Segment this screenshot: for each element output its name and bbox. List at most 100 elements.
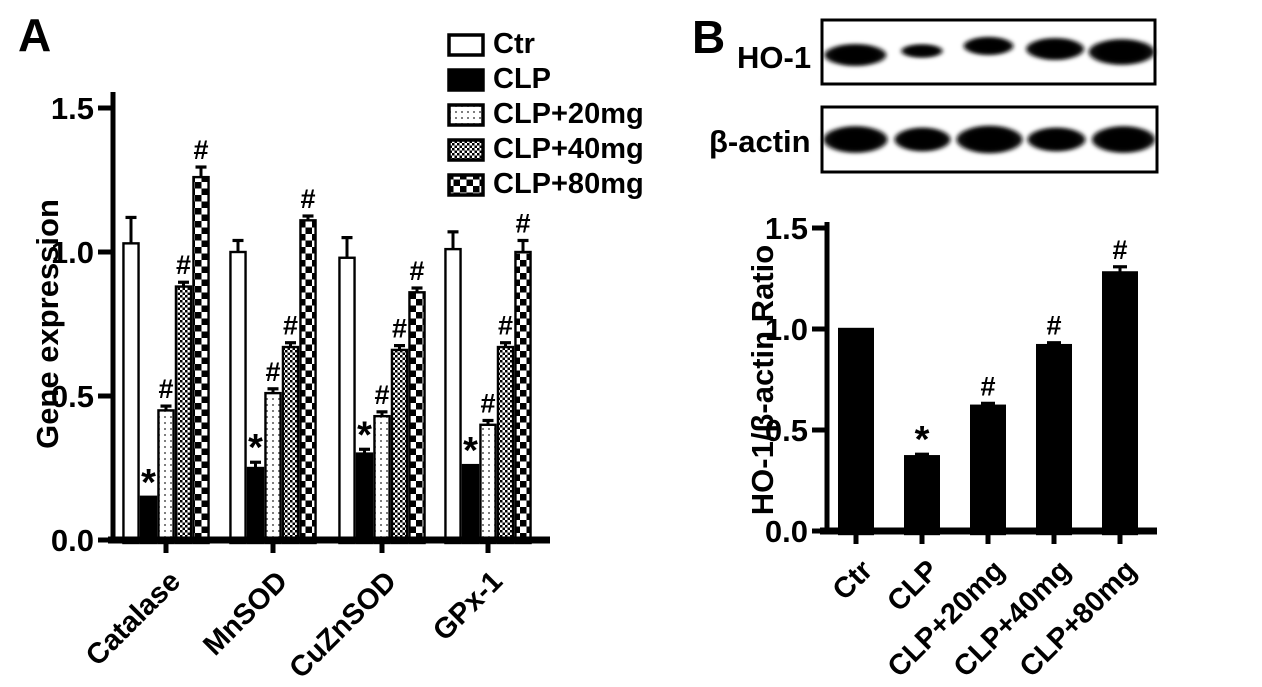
bar-gpx-1-clp <box>461 463 480 545</box>
x-axis-line <box>108 536 550 544</box>
x-tick <box>1117 534 1123 544</box>
x-category-label-cuznsod: CuZnSOD <box>283 565 402 684</box>
y-tick-label: 0.0 <box>765 514 808 549</box>
x-tick <box>919 534 925 544</box>
bar-gpx-1-clp-80mg <box>514 250 532 545</box>
significance-hash: # <box>193 135 208 165</box>
y-tick-label: 1.5 <box>765 211 808 246</box>
significance-hash: # <box>498 311 513 341</box>
significance-star: * <box>915 419 930 461</box>
y-axis-line <box>824 222 830 534</box>
significance-hash: # <box>1046 311 1061 341</box>
blot-band-core <box>1034 129 1079 150</box>
blot-label-beta-actin: β-actin <box>709 124 811 159</box>
gene-expression-y-axis-title: Gene expression <box>30 199 65 449</box>
significance-hash: # <box>283 311 298 341</box>
significance-hash: # <box>265 357 280 387</box>
bar-catalase-ctr <box>122 242 140 545</box>
y-tick <box>812 427 825 433</box>
legend-swatch-dots-icon <box>447 102 485 127</box>
legend-item-clp: CLP <box>447 62 644 97</box>
bar-cuznsod-clp <box>355 452 374 545</box>
legend-swatch-solid-icon <box>447 67 485 92</box>
x-tick <box>270 543 276 553</box>
y-tick-label: 0.5 <box>765 413 808 448</box>
bar-cuznsod-ctr <box>338 256 356 545</box>
x-category-label-ctr: Ctr <box>827 554 879 606</box>
x-category-label-mnsod: MnSOD <box>197 565 294 662</box>
significance-hash: # <box>176 250 191 280</box>
y-tick-label: 1.0 <box>51 235 94 270</box>
blot-label-ho1: HO-1 <box>737 40 812 75</box>
blot-band-core <box>900 129 945 150</box>
x-tick <box>985 534 991 544</box>
bar-ctr-ho-1-actin-ratio <box>838 327 875 536</box>
legend-label: CLP+20mg <box>493 98 644 130</box>
legend-label: CLP+40mg <box>493 133 644 165</box>
x-tick <box>379 543 385 553</box>
significance-hash: # <box>1112 235 1127 265</box>
western-blots <box>820 18 1159 174</box>
bar-clp-ho-1-actin-ratio <box>904 455 941 536</box>
blot-band-core <box>1096 41 1148 63</box>
significance-star: * <box>463 430 478 472</box>
legend-item-clp-40mg: CLP+40mg <box>447 132 644 167</box>
y-tick <box>812 528 825 534</box>
panel-a-letter: A <box>18 9 52 61</box>
legend-swatch-check-icon <box>447 172 485 197</box>
y-tick-label: 1.5 <box>51 91 94 126</box>
bar-catalase-clp-20mg <box>157 409 175 545</box>
bar-clp-80mg-ho-1-actin-ratio <box>1101 271 1138 536</box>
significance-hash: # <box>374 380 389 410</box>
blot-band-core <box>964 128 1015 151</box>
bar-mnsod-clp-40mg <box>281 345 300 545</box>
legend-swatch-fine-check-icon <box>447 137 485 162</box>
legend-label: CLP+80mg <box>493 168 644 200</box>
legend-item-ctr: Ctr <box>447 27 644 62</box>
bar-cuznsod-clp-20mg <box>373 414 391 545</box>
significance-hash: # <box>480 388 495 418</box>
significance-star: * <box>357 414 372 456</box>
bar-catalase-clp-40mg <box>174 285 193 545</box>
bar-mnsod-clp-80mg <box>299 219 317 545</box>
x-category-label-gpx-1: GPx-1 <box>427 565 509 647</box>
bar-cuznsod-clp-80mg <box>408 291 426 545</box>
ho1-ratio-y-axis-title: HO-1/β-actin Ratio <box>745 244 780 516</box>
chart-legend: Ctr CLP CLP+20mg CLP+40mg CLP+80mg <box>447 27 644 202</box>
significance-hash: # <box>392 314 407 344</box>
significance-hash: # <box>158 374 173 404</box>
significance-hash: # <box>515 208 530 238</box>
bar-mnsod-clp-20mg <box>264 391 282 545</box>
y-tick-label: 0.5 <box>51 379 94 414</box>
y-tick <box>98 105 111 111</box>
y-tick <box>812 326 825 332</box>
x-category-label-catalase: Catalase <box>80 565 187 672</box>
bar-mnsod-ctr <box>229 250 247 545</box>
x-axis-line <box>820 527 1157 535</box>
y-tick-label: 1.0 <box>765 312 808 347</box>
x-tick <box>485 543 491 553</box>
x-tick <box>163 543 169 553</box>
y-tick <box>98 249 111 255</box>
significance-star: * <box>248 427 263 469</box>
legend-swatch-open-icon <box>447 32 485 57</box>
significance-star: * <box>141 462 156 504</box>
y-tick-label: 0.0 <box>51 523 94 558</box>
significance-hash: # <box>300 184 315 214</box>
blot-band-core <box>1032 40 1078 58</box>
blot-band-core <box>1099 128 1148 151</box>
legend-label: Ctr <box>493 28 535 60</box>
blot-band-core <box>830 128 881 151</box>
panel-b-letter: B <box>692 11 726 63</box>
bar-clp-20mg-ho-1-actin-ratio <box>970 404 1007 536</box>
y-tick <box>812 225 825 231</box>
blot-band-core <box>905 46 939 56</box>
significance-hash: # <box>980 371 995 401</box>
legend-item-clp-80mg: CLP+80mg <box>447 167 644 202</box>
y-tick <box>98 393 111 399</box>
bar-catalase-clp-80mg <box>192 175 210 545</box>
bar-cuznsod-clp-40mg <box>390 348 409 545</box>
